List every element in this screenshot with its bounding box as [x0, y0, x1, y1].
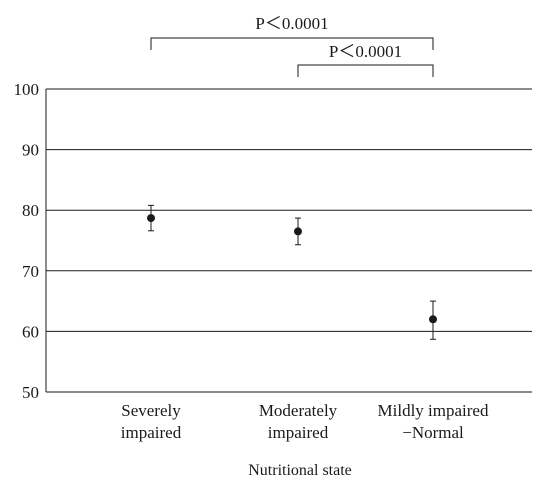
x-category-label: impaired — [121, 423, 182, 442]
x-category-label: Mildly impaired — [378, 401, 489, 420]
p-value-label: P＜0.0001 — [255, 14, 328, 33]
data-point — [147, 214, 155, 223]
data-point — [294, 227, 302, 236]
x-category-label: Moderately — [259, 401, 338, 420]
x-category-label: Severely — [121, 401, 181, 420]
x-category-labels: Severely impaired Moderately impaired Mildly… — [121, 401, 489, 442]
significance-bracket — [150, 37, 434, 50]
data-point — [429, 315, 437, 324]
y-tick-label: 80 — [22, 201, 39, 220]
x-category-label: −Normal — [402, 423, 464, 442]
x-category-label: impaired — [268, 423, 329, 442]
gridlines — [46, 88, 532, 332]
significance-bracket — [297, 64, 434, 77]
y-tick-label: 50 — [22, 383, 39, 402]
p-value-label: P＜0.0001 — [329, 42, 402, 61]
y-tick-label: 60 — [22, 322, 39, 341]
y-tick-label: 70 — [22, 262, 39, 281]
y-tick-label: 90 — [22, 141, 39, 160]
y-tick-labels: 50 60 70 80 90 100 — [14, 80, 40, 402]
axes — [45, 89, 532, 393]
y-tick-label: 100 — [14, 80, 40, 99]
x-axis-label: Nutritional state — [248, 462, 352, 479]
data-points — [147, 204, 437, 340]
